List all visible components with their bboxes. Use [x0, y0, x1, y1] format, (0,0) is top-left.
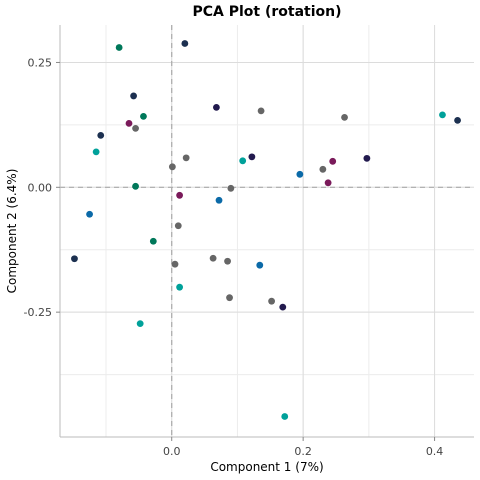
data-point	[257, 107, 265, 115]
data-point	[227, 184, 235, 192]
x-tick-label: 0.0	[163, 445, 181, 458]
x-tick-label: 0.2	[294, 445, 312, 458]
data-point	[439, 111, 446, 119]
data-point	[239, 157, 247, 165]
data-point	[341, 113, 348, 121]
data-point	[182, 154, 190, 162]
chart-title: PCA Plot (rotation)	[192, 4, 341, 20]
data-point	[256, 261, 264, 269]
data-point	[168, 163, 176, 171]
y-axis-title: Component 2 (6.4%)	[5, 169, 19, 294]
data-point	[92, 148, 100, 156]
data-point	[279, 303, 287, 311]
data-point	[181, 40, 189, 47]
plot-area: 0.0 0.2 0.4 0.25 0.00 -0.25	[24, 25, 474, 458]
data-point	[268, 297, 275, 305]
data-point	[171, 260, 179, 268]
data-point	[209, 254, 217, 262]
data-point	[215, 196, 223, 204]
data-point	[226, 294, 233, 302]
data-point	[130, 92, 138, 100]
data-point	[149, 237, 157, 245]
data-point	[176, 191, 184, 199]
data-point	[324, 179, 332, 187]
data-point	[176, 283, 184, 291]
data-point	[329, 157, 337, 165]
y-tick-label: 0.25	[28, 56, 53, 69]
data-point	[319, 165, 327, 173]
data-point	[115, 44, 123, 51]
x-tick-label: 0.4	[426, 445, 444, 458]
data-point	[86, 210, 93, 218]
y-tick-label: -0.25	[24, 306, 52, 319]
data-point	[213, 104, 220, 111]
y-tick-label: 0.00	[28, 181, 53, 194]
data-point	[132, 124, 139, 132]
data-point	[454, 116, 461, 124]
plot-panel	[60, 25, 474, 437]
data-point	[125, 119, 133, 127]
data-point	[296, 170, 304, 178]
data-point	[248, 153, 256, 161]
data-point	[132, 182, 139, 190]
data-point	[174, 222, 182, 230]
data-point	[224, 257, 231, 265]
data-point	[140, 112, 147, 120]
data-point	[71, 255, 78, 263]
x-axis-title: Component 1 (7%)	[210, 460, 323, 474]
data-point	[363, 154, 371, 162]
data-point	[136, 320, 144, 328]
data-point	[281, 413, 289, 420]
data-point	[97, 131, 105, 139]
